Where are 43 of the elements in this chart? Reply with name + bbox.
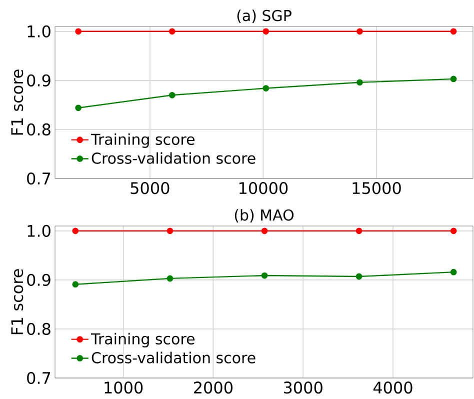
x-tick-label: 15000 (352, 182, 401, 194)
x-tick-label: 2000 (194, 382, 232, 394)
point (168, 28, 176, 35)
point (450, 76, 457, 82)
point (262, 28, 270, 35)
y-tick-label: 1.0 (28, 224, 50, 237)
y-tick-label: 0.8 (27, 123, 50, 136)
y-tick-label: 0.7 (27, 372, 50, 384)
x-tick-label: 10000 (240, 182, 288, 194)
y-tick-label: 0.8 (27, 322, 50, 335)
y-tick-label: 0.9 (27, 74, 50, 86)
point (450, 28, 457, 35)
point (262, 85, 270, 92)
point (356, 228, 362, 234)
x-tick-label: 3000 (284, 382, 322, 394)
x-tick-label: 1000 (104, 382, 143, 394)
x-tick-label: 5000 (130, 182, 170, 194)
y-axis-title: F1 score (11, 70, 24, 135)
point (450, 268, 457, 276)
point (72, 228, 79, 234)
x-tick-label: 4000 (373, 382, 412, 394)
point (261, 272, 268, 279)
legend-label: Training score (90, 133, 194, 148)
point (261, 228, 268, 234)
point (450, 228, 457, 234)
chart-title: (a) SGP (237, 10, 292, 23)
point (166, 228, 174, 234)
y-tick-label: 1.0 (28, 25, 50, 38)
point (356, 28, 363, 35)
y-axis-title: F1 score (11, 269, 24, 334)
legend-label: Cross-validation score (92, 152, 256, 164)
point (168, 92, 176, 98)
legend-label: Cross-validation score (92, 352, 256, 364)
chart-title: (b) MAO (234, 209, 294, 222)
point (356, 273, 362, 280)
point (75, 104, 82, 112)
point (166, 275, 174, 282)
y-tick-label: 0.7 (27, 172, 50, 185)
legend-label: Training score (90, 332, 194, 348)
point (75, 28, 82, 35)
point (72, 281, 79, 288)
point (356, 79, 363, 86)
y-tick-label: 0.9 (27, 274, 50, 286)
